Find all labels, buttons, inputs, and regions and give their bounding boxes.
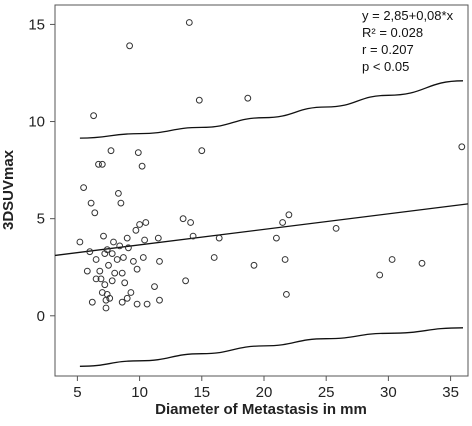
r-squared-text: R² = 0.028 [362, 25, 423, 40]
y-tick-label: 10 [28, 114, 45, 131]
x-tick-label: 20 [256, 384, 273, 401]
y-axis-ticks: 0 5 10 15 [28, 16, 55, 324]
y-tick-label: 5 [37, 211, 45, 228]
y-axis-title: 3DSUVmax [0, 149, 17, 230]
y-tick-label: 0 [37, 308, 45, 325]
x-axis-title: Diameter of Metastasis in mm [155, 401, 367, 418]
x-tick-label: 10 [131, 384, 148, 401]
y-tick-label: 15 [28, 16, 45, 33]
r-value-text: r = 0.207 [362, 42, 414, 57]
x-tick-label: 30 [380, 384, 397, 401]
x-tick-label: 25 [318, 384, 335, 401]
x-tick-label: 5 [73, 384, 81, 401]
p-value-text: p < 0.05 [362, 59, 409, 74]
regression-equation: y = 2,85+0,08*x [362, 8, 454, 23]
x-axis-ticks: 5 10 15 20 25 30 35 [73, 376, 459, 401]
x-tick-label: 35 [442, 384, 459, 401]
x-tick-label: 15 [193, 384, 210, 401]
